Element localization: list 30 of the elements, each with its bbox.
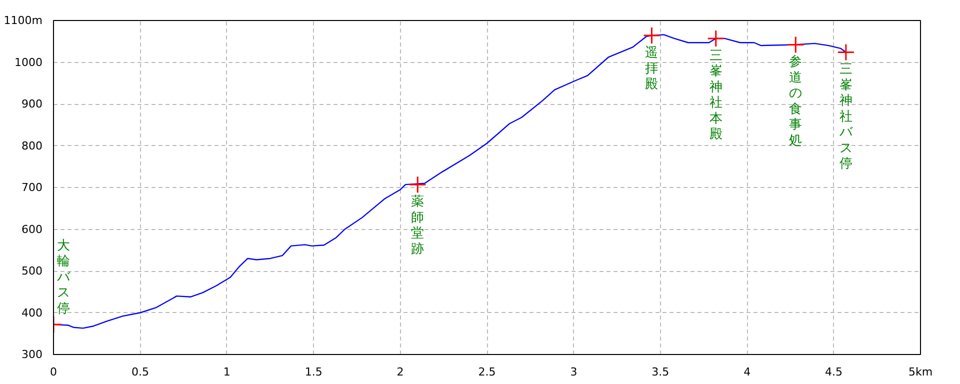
x-tick-label: 0.5 (131, 366, 149, 378)
y-tick-label: 700 (22, 181, 43, 194)
x-tick-label: 3 (570, 366, 578, 378)
y-tick-label: 900 (22, 98, 43, 110)
x-tick-label: 0 (50, 366, 57, 378)
x-tick-label: 5km (908, 366, 933, 378)
annotation: 参道の食事処 (789, 54, 802, 148)
y-tick-label: 1000 (14, 56, 43, 69)
y-tick-label: 800 (22, 139, 43, 152)
x-tick-label: 1.5 (304, 366, 322, 378)
point (786, 36, 804, 54)
y-tick-label: 300 (22, 348, 43, 361)
y-tick-label: 600 (22, 222, 43, 236)
x-tick-label: 2 (396, 366, 404, 378)
x-tick-label: 4 (744, 366, 751, 378)
annotation: 三峯神社バス停 (838, 62, 854, 172)
annotation: 大輪バス停 (56, 238, 71, 316)
x-tick-label: 4.5 (825, 366, 843, 378)
x-tick-label: 1 (223, 366, 230, 378)
point (642, 26, 660, 44)
y-tick-label: 1100m (4, 14, 43, 27)
y-tick-label: 500 (22, 264, 43, 278)
x-tick-label: 2.5 (478, 366, 496, 378)
annotation: 三峯神社本殿 (709, 48, 722, 142)
point (707, 30, 725, 48)
annotation: 薬師堂跡 (411, 194, 424, 257)
y-tick-label: 400 (22, 306, 43, 320)
annotation: 遥拝殿 (645, 46, 658, 92)
x-tick-label: 3.5 (652, 366, 670, 378)
point (837, 43, 855, 61)
